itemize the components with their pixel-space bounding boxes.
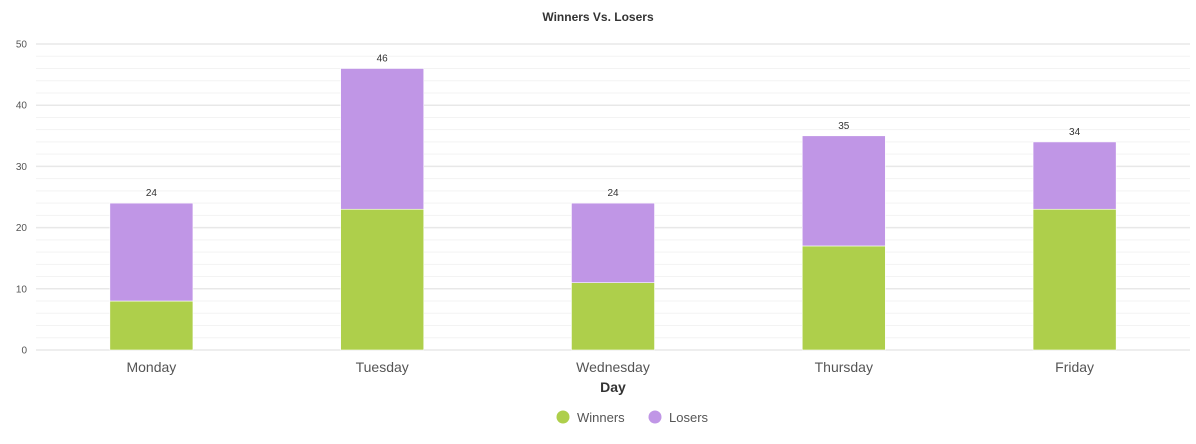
x-tick-label-thursday: Thursday — [815, 359, 873, 375]
bar-losers-wednesday[interactable] — [571, 202, 655, 283]
chart-title: Winners Vs. Losers — [542, 10, 654, 24]
total-label-wednesday: 24 — [607, 188, 619, 199]
legend-marker-winners — [556, 410, 570, 424]
bar-winners-wednesday[interactable] — [571, 282, 655, 351]
total-label-monday: 24 — [146, 188, 158, 199]
bars — [109, 68, 1117, 351]
bar-winners-friday[interactable] — [1032, 208, 1117, 351]
bar-losers-thursday[interactable] — [801, 135, 886, 247]
bar-winners-thursday[interactable] — [801, 245, 886, 351]
y-tick-label: 10 — [16, 284, 28, 295]
y-tick-label: 40 — [16, 101, 28, 112]
x-tick-label-tuesday: Tuesday — [356, 359, 409, 375]
legend-item-winners[interactable]: Winners — [556, 410, 626, 425]
y-axis-ticks: 0 10 20 30 40 50 — [16, 40, 28, 357]
y-tick-label: 50 — [16, 40, 28, 51]
total-labels: 24 46 24 35 34 — [146, 53, 1081, 199]
bar-winners-tuesday[interactable] — [340, 208, 425, 351]
bar-losers-friday[interactable] — [1032, 141, 1117, 210]
bar-losers-monday[interactable] — [109, 202, 194, 302]
bar-winners-monday[interactable] — [109, 300, 194, 351]
x-axis-ticks: Monday Tuesday Wednesday Thursday Friday — [126, 359, 1094, 375]
y-tick-label: 0 — [21, 346, 27, 357]
x-tick-label-friday: Friday — [1055, 359, 1094, 375]
legend-label-winners: Winners — [577, 410, 625, 425]
legend[interactable]: Winners Losers — [556, 410, 709, 425]
legend-marker-losers — [648, 410, 662, 424]
y-tick-label: 30 — [16, 162, 28, 173]
y-tick-label: 20 — [16, 223, 28, 234]
legend-label-losers: Losers — [669, 410, 709, 425]
x-tick-label-monday: Monday — [126, 359, 176, 375]
x-tick-label-wednesday: Wednesday — [576, 359, 650, 375]
bar-losers-tuesday[interactable] — [340, 68, 425, 210]
legend-item-losers[interactable]: Losers — [648, 410, 709, 425]
x-axis-label: Day — [600, 379, 626, 395]
total-label-friday: 34 — [1069, 127, 1081, 138]
total-label-thursday: 35 — [838, 121, 850, 132]
total-label-tuesday: 46 — [377, 53, 389, 64]
